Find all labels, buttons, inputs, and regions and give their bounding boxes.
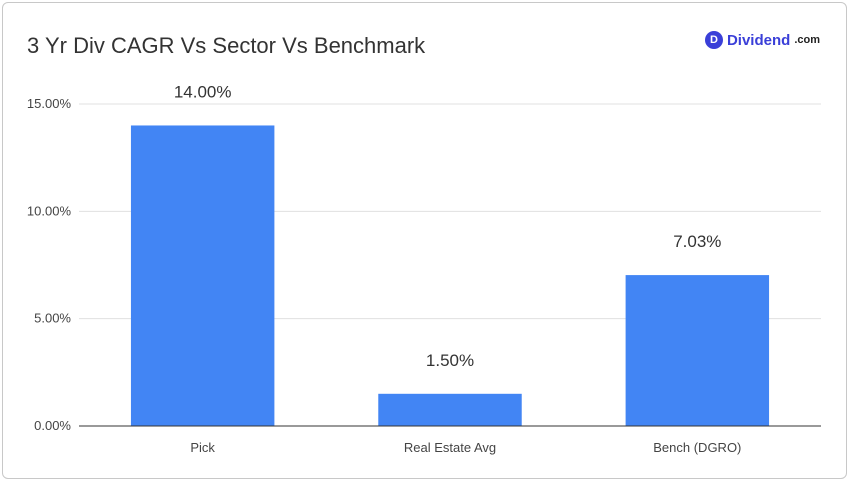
chart-title: 3 Yr Div CAGR Vs Sector Vs Benchmark <box>27 33 426 58</box>
y-tick-label: 0.00% <box>34 418 71 433</box>
dividend-logo: D Dividend .com <box>704 31 820 49</box>
bar <box>625 275 770 426</box>
y-tick-label: 10.00% <box>27 203 72 218</box>
bar <box>378 393 522 426</box>
x-tick-label: Bench (DGRO) <box>653 440 741 455</box>
logo-tld: .com <box>794 34 820 46</box>
data-label: 1.50% <box>426 351 474 370</box>
data-label: 7.03% <box>673 232 721 251</box>
logo-name: Dividend <box>726 31 791 49</box>
x-tick-label: Real Estate Avg <box>404 440 496 455</box>
y-tick-label: 5.00% <box>34 311 71 326</box>
y-tick-label: 15.00% <box>27 96 72 111</box>
dividend-logo-icon: D <box>704 31 723 49</box>
data-label: 14.00% <box>174 82 232 101</box>
x-tick-label: Pick <box>190 440 215 455</box>
bar <box>130 125 275 426</box>
